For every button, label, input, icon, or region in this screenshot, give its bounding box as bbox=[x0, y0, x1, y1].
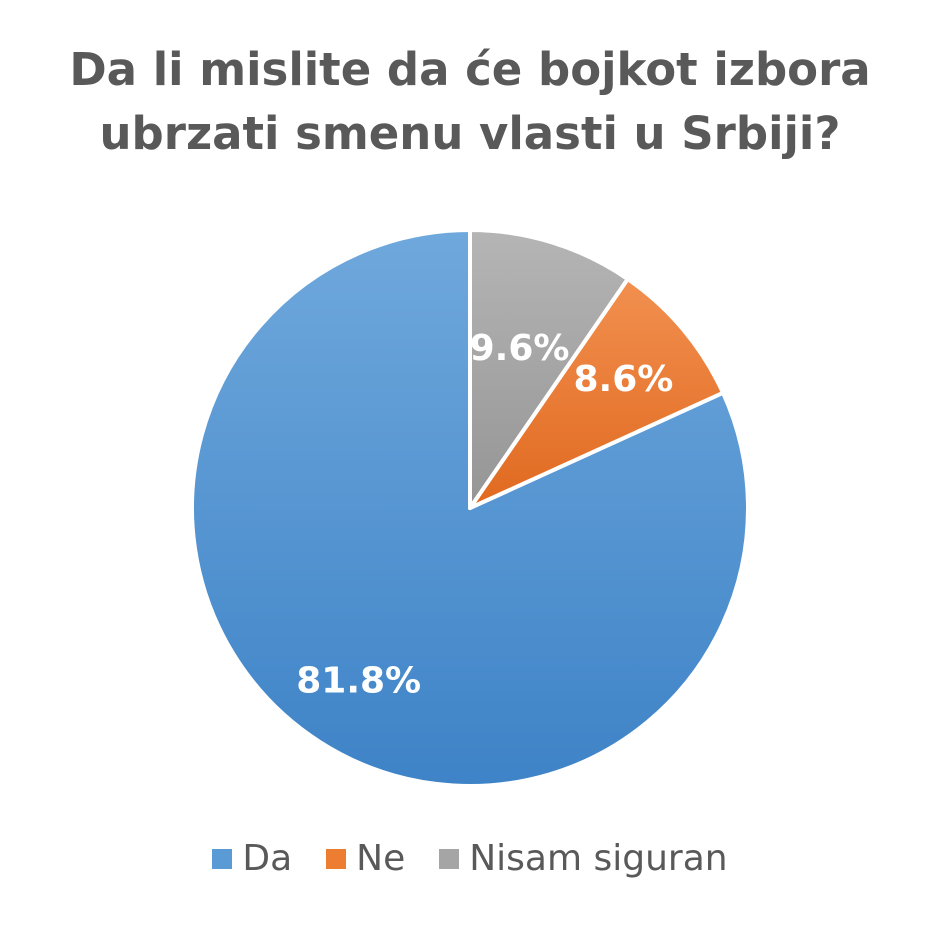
legend-item-da: Da bbox=[212, 838, 292, 879]
data-label-da: 81.8% bbox=[296, 660, 421, 701]
chart-legend: Da Ne Nisam siguran bbox=[0, 838, 940, 879]
legend-item-nisam-siguran: Nisam siguran bbox=[439, 838, 728, 879]
legend-label-ne: Ne bbox=[356, 838, 406, 879]
legend-swatch-da bbox=[212, 848, 233, 869]
legend-label-nisam-siguran: Nisam siguran bbox=[469, 838, 728, 879]
data-label-nisam-siguran: 9.6% bbox=[470, 328, 570, 369]
pie-slice-ne bbox=[468, 277, 726, 510]
pie-slice-nisam-siguran bbox=[468, 228, 630, 510]
data-label-ne: 8.6% bbox=[573, 359, 673, 400]
chart-title-line-1: Da li mislite da će bojkot izbora bbox=[69, 43, 871, 96]
legend-swatch-ne bbox=[326, 848, 347, 869]
legend-item-ne: Ne bbox=[326, 838, 405, 879]
legend-swatch-nisam-siguran bbox=[439, 848, 460, 869]
chart-title: Da li mislite da će bojkot izbora ubrzat… bbox=[0, 38, 940, 166]
legend-label-da: Da bbox=[242, 838, 293, 879]
chart-title-line-2: ubrzati smenu vlasti u Srbiji? bbox=[99, 107, 841, 160]
